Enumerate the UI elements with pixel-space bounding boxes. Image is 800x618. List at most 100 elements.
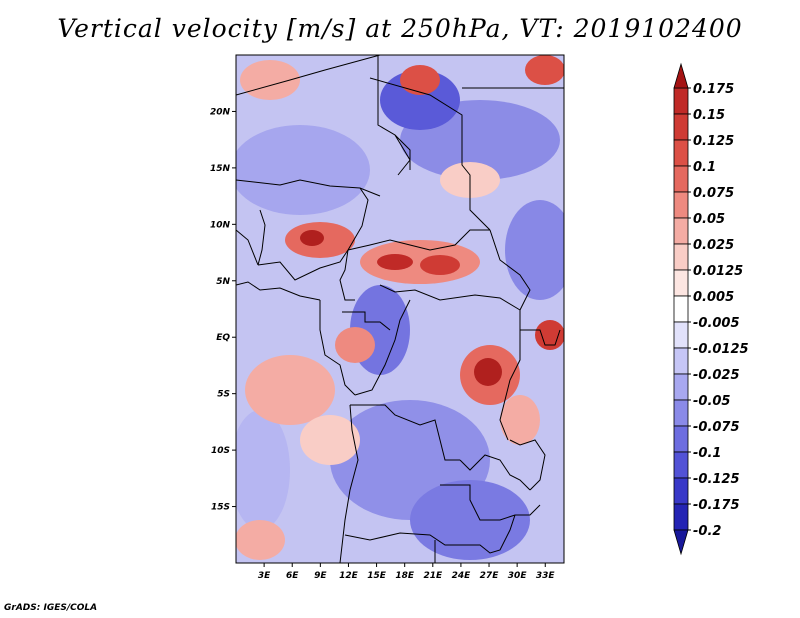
velocity-region: [474, 358, 502, 386]
border-line: [509, 439, 546, 491]
lat-tick-label: 15N: [210, 164, 231, 174]
lon-tick-label: 18E: [395, 571, 415, 581]
colorbar-label: 0.075: [693, 186, 734, 201]
border-line: [236, 55, 381, 96]
colorbar-label: 0.125: [693, 134, 734, 149]
colorbar-segment: [673, 347, 689, 375]
lat-tick-label: 10S: [211, 446, 230, 456]
lon-tick-label: 6E: [286, 571, 299, 581]
colorbar-label: 0.175: [693, 82, 734, 97]
velocity-region: [400, 65, 440, 95]
border-line: [257, 209, 266, 266]
colorbar-label: -0.2: [693, 524, 721, 539]
lon-tick-label: 21E: [423, 571, 443, 581]
lon-tick-label: 3E: [258, 571, 271, 581]
colorbar-label: -0.005: [693, 316, 740, 331]
colorbar-label: -0.175: [693, 498, 740, 513]
colorbar-segment: [673, 477, 689, 505]
lon-tick-label: 12E: [339, 571, 359, 581]
lat-tick-label: 5N: [216, 277, 230, 287]
border-line: [440, 484, 541, 521]
map-frame: [235, 54, 565, 564]
velocity-region: [410, 480, 530, 560]
colorbar-label: -0.05: [693, 394, 730, 409]
colorbar-segment: [673, 295, 689, 323]
border-line: [236, 281, 321, 301]
colorbar-label: -0.075: [693, 420, 740, 435]
colorbar-label: 0.15: [693, 108, 725, 123]
grads-credit: GrADS: IGES/COLA: [4, 603, 98, 613]
border-line: [347, 229, 490, 251]
border-line: [459, 454, 531, 491]
lon-tick-label: 15E: [367, 571, 387, 581]
colorbar-segment: [673, 373, 689, 401]
velocity-field: [236, 55, 564, 560]
colorbar-segment: [673, 399, 689, 427]
colorbar-segment: [673, 321, 689, 349]
colorbar-label: -0.0125: [693, 342, 749, 357]
lon-tick-label: 33E: [536, 571, 556, 581]
colorbar-segment: [673, 269, 689, 297]
colorbar-segment: [673, 165, 689, 193]
lon-tick-label: 27E: [480, 571, 500, 581]
colorbar-segment: [673, 451, 689, 479]
border-line: [354, 299, 411, 396]
border-line: [347, 187, 369, 251]
border-line: [236, 179, 381, 197]
lat-tick-label: 10N: [210, 220, 231, 230]
velocity-region: [236, 410, 290, 530]
border-line: [344, 514, 516, 554]
colorbar-label: 0.005: [693, 290, 734, 305]
colorbar-label: 0.05: [693, 212, 725, 227]
velocity-region: [300, 415, 360, 465]
colorbar-segment: [673, 243, 689, 271]
colorbar-top-arrow: [673, 62, 689, 89]
lat-tick-label: 20N: [210, 107, 231, 117]
map-area: 3E 6E 9E 12E 15E 18E 21E 24E 27E 30E 33E 20N 15N 10N 5…: [210, 54, 565, 581]
velocity-region: [380, 70, 460, 130]
border-line: [342, 311, 391, 331]
border-line: [379, 284, 521, 311]
border-line: [339, 249, 355, 301]
velocity-region: [535, 320, 564, 350]
colorbar-segment: [673, 87, 689, 115]
border-line: [236, 229, 259, 266]
lat-tick-label: EQ: [216, 333, 230, 343]
velocity-region: [236, 125, 370, 215]
lon-tick-label: 9E: [314, 571, 327, 581]
colorbar-segment: [673, 503, 689, 531]
border-line: [339, 404, 359, 563]
lon-tick-label: 24E: [452, 571, 472, 581]
border-line: [257, 249, 349, 281]
velocity-region: [236, 520, 285, 560]
border-line: [520, 329, 561, 346]
lat-tick-label: 15S: [211, 503, 230, 513]
colorbar-bottom-arrow: [673, 529, 689, 556]
border-line: [394, 134, 411, 170]
velocity-region: [335, 327, 375, 363]
border-line: [319, 300, 356, 396]
velocity-region: [525, 55, 564, 85]
lon-tick-label: 30E: [508, 571, 528, 581]
colorbar-label: 0.1: [693, 160, 716, 175]
chart-title: Vertical velocity [m/s] at 250hPa, VT: 2…: [57, 14, 743, 43]
colorbar-segment: [673, 139, 689, 167]
velocity-region: [420, 255, 460, 275]
colorbar-segment: [673, 425, 689, 453]
velocity-region: [500, 395, 540, 445]
colorbar-label: 0.025: [693, 238, 734, 253]
colorbar-label: -0.1: [693, 446, 721, 461]
colorbar-segment: [673, 217, 689, 245]
border-line: [499, 310, 521, 441]
colorbar-label: -0.125: [693, 472, 740, 487]
colorbar-segment: [673, 191, 689, 219]
velocity-region: [377, 254, 413, 270]
colorbar-label: 0.0125: [693, 264, 743, 279]
colorbar-segment: [673, 113, 689, 141]
velocity-region: [300, 230, 324, 246]
velocity-region: [245, 355, 335, 425]
country-borders: [236, 55, 564, 563]
colorbar-label: -0.025: [693, 368, 740, 383]
border-line: [350, 404, 460, 461]
